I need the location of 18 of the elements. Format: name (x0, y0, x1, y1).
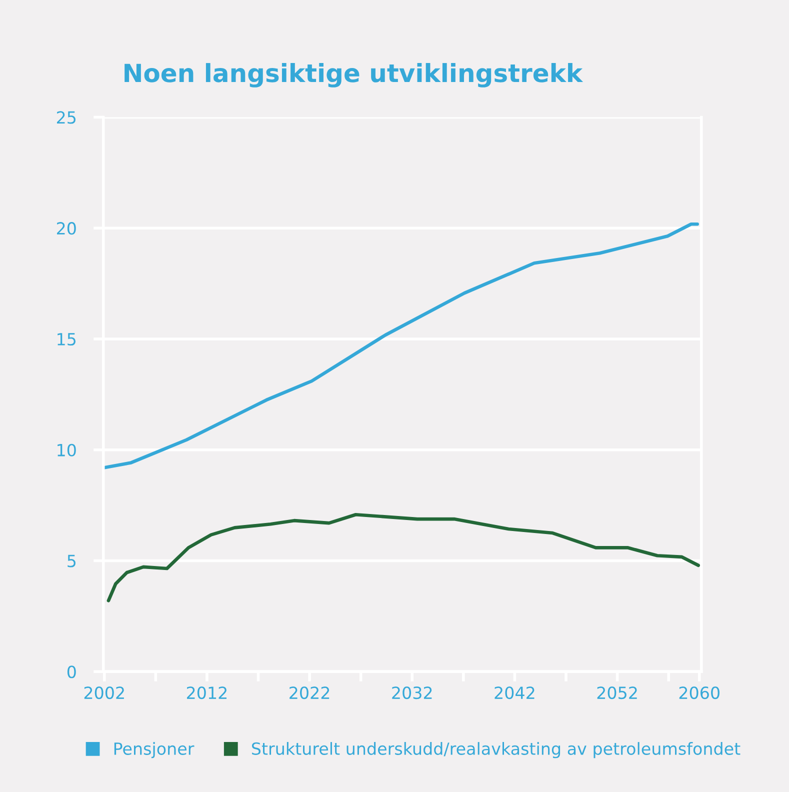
y-tick-label: 10 (58, 444, 76, 456)
x-tick-label: 2032 (392, 686, 432, 700)
y-tick-label: 20 (56, 222, 76, 235)
x-tick-label: 2060 (679, 686, 720, 700)
y-tick-label: 25 (56, 111, 76, 124)
x-tick-label: 2042 (494, 686, 534, 700)
legend-label: Pensjoner (114, 742, 194, 758)
x-tick-label: 2052 (597, 686, 637, 700)
line-series (106, 512, 700, 602)
x-tick-label: 2002 (84, 686, 124, 700)
line-series (103, 222, 699, 470)
x-tick-label: 2022 (290, 686, 330, 700)
y-tick-label: 15 (58, 333, 76, 346)
y-tick-label: 0 (67, 666, 76, 678)
legend-label: Strukturelt underskudd/realavkasting av petroleumsfondet (252, 742, 740, 758)
chart-title: Noen langsiktige utviklingstrekk (124, 63, 584, 88)
y-tick-label: 5 (68, 554, 76, 568)
x-tick-label: 2012 (186, 686, 227, 700)
